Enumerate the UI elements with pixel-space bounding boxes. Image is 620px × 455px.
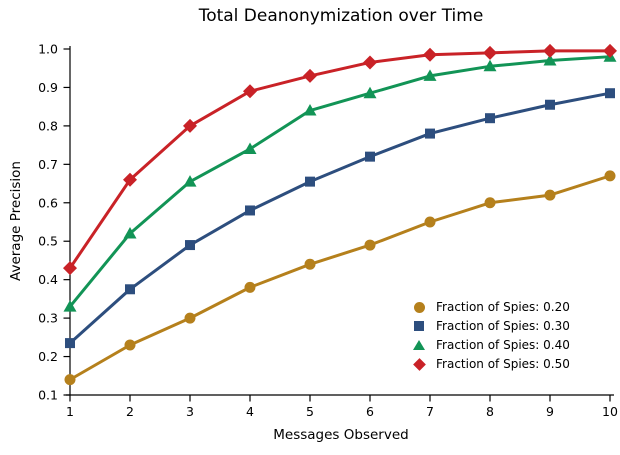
data-point-triangle <box>243 142 257 154</box>
data-point-square <box>485 113 495 124</box>
y-tick-label: 0.9 <box>38 80 58 95</box>
x-tick-label: 5 <box>306 404 314 419</box>
y-axis-label: Average Precision <box>8 161 24 281</box>
legend-item-spies-020: Fraction of Spies: 0.20 <box>411 300 570 314</box>
data-point-square <box>545 99 555 110</box>
data-point-triangle <box>483 59 497 72</box>
x-tick-label: 8 <box>486 404 494 419</box>
data-point-circle <box>604 170 616 182</box>
legend-item-spies-030: Fraction of Spies: 0.30 <box>411 319 570 333</box>
x-tick-label: 7 <box>426 404 434 419</box>
series-line <box>68 49 610 269</box>
data-point-circle <box>64 374 76 386</box>
circle-marker-icon <box>411 299 427 315</box>
data-point-diamond <box>423 47 437 62</box>
data-point-square <box>365 151 375 162</box>
chart-title: Total Deanonymization over Time <box>198 6 484 26</box>
data-point-circle <box>484 197 496 209</box>
x-axis-label: Messages Observed <box>273 427 409 443</box>
y-tick-label: 0.3 <box>38 311 58 326</box>
data-point-triangle <box>423 69 437 81</box>
x-tick-label: 2 <box>126 404 134 419</box>
legend-label: Fraction of Spies: 0.30 <box>436 319 570 333</box>
data-point-circle <box>424 216 436 228</box>
legend-item-spies-050: Fraction of Spies: 0.50 <box>411 357 570 371</box>
data-point-circle <box>364 239 376 251</box>
data-point-diamond <box>183 118 197 133</box>
data-point-diamond <box>63 261 77 276</box>
square-marker-icon <box>411 318 427 334</box>
data-point-triangle <box>123 227 137 239</box>
data-point-circle <box>544 189 556 201</box>
y-tick-label: 0.8 <box>38 118 58 133</box>
legend: Fraction of Spies: 0.20 Fraction of Spie… <box>411 300 570 371</box>
data-point-triangle <box>303 104 317 116</box>
data-point-square <box>425 128 435 139</box>
series-line <box>68 91 611 345</box>
x-tick-label: 6 <box>366 404 374 419</box>
series-line <box>69 174 611 381</box>
legend-label: Fraction of Spies: 0.50 <box>436 357 570 371</box>
data-point-triangle <box>363 86 377 99</box>
data-point-square <box>185 240 195 251</box>
y-tick-label: 0.4 <box>38 272 58 287</box>
data-point-circle <box>244 281 256 293</box>
y-tick-label: 0.7 <box>38 157 58 172</box>
data-point-triangle <box>183 175 197 187</box>
data-point-square <box>245 205 255 216</box>
data-point-circle <box>184 312 196 324</box>
data-point-square <box>305 176 315 187</box>
data-point-diamond <box>243 84 257 99</box>
y-tick-label: 0.1 <box>38 388 58 403</box>
legend-item-spies-040: Fraction of Spies: 0.40 <box>411 338 570 352</box>
y-tick-label: 1.0 <box>38 42 58 57</box>
data-point-triangle <box>63 300 77 312</box>
series-line <box>68 55 611 308</box>
data-point-diamond <box>483 45 497 60</box>
data-point-diamond <box>543 43 557 58</box>
data-point-diamond <box>603 43 617 58</box>
data-point-diamond <box>303 68 317 83</box>
data-point-square <box>125 284 135 295</box>
data-point-square <box>65 338 75 349</box>
data-point-square <box>605 88 615 99</box>
y-tick-label: 0.2 <box>38 349 58 364</box>
x-tick-label: 3 <box>186 404 194 419</box>
legend-label: Fraction of Spies: 0.40 <box>436 338 570 352</box>
data-point-circle <box>124 339 136 351</box>
x-tick-label: 4 <box>246 404 254 419</box>
x-tick-label: 1 <box>66 404 74 419</box>
x-tick-label: 10 <box>602 404 618 419</box>
data-point-circle <box>304 258 316 270</box>
y-tick-label: 0.5 <box>38 234 58 249</box>
x-tick-label: 9 <box>546 404 554 419</box>
data-point-diamond <box>123 172 137 187</box>
data-point-triangle <box>543 54 557 66</box>
data-point-diamond <box>363 55 377 70</box>
legend-label: Fraction of Spies: 0.20 <box>436 300 570 314</box>
y-tick-label: 0.6 <box>38 195 58 210</box>
diamond-marker-icon <box>411 356 427 372</box>
triangle-marker-icon <box>411 337 427 353</box>
